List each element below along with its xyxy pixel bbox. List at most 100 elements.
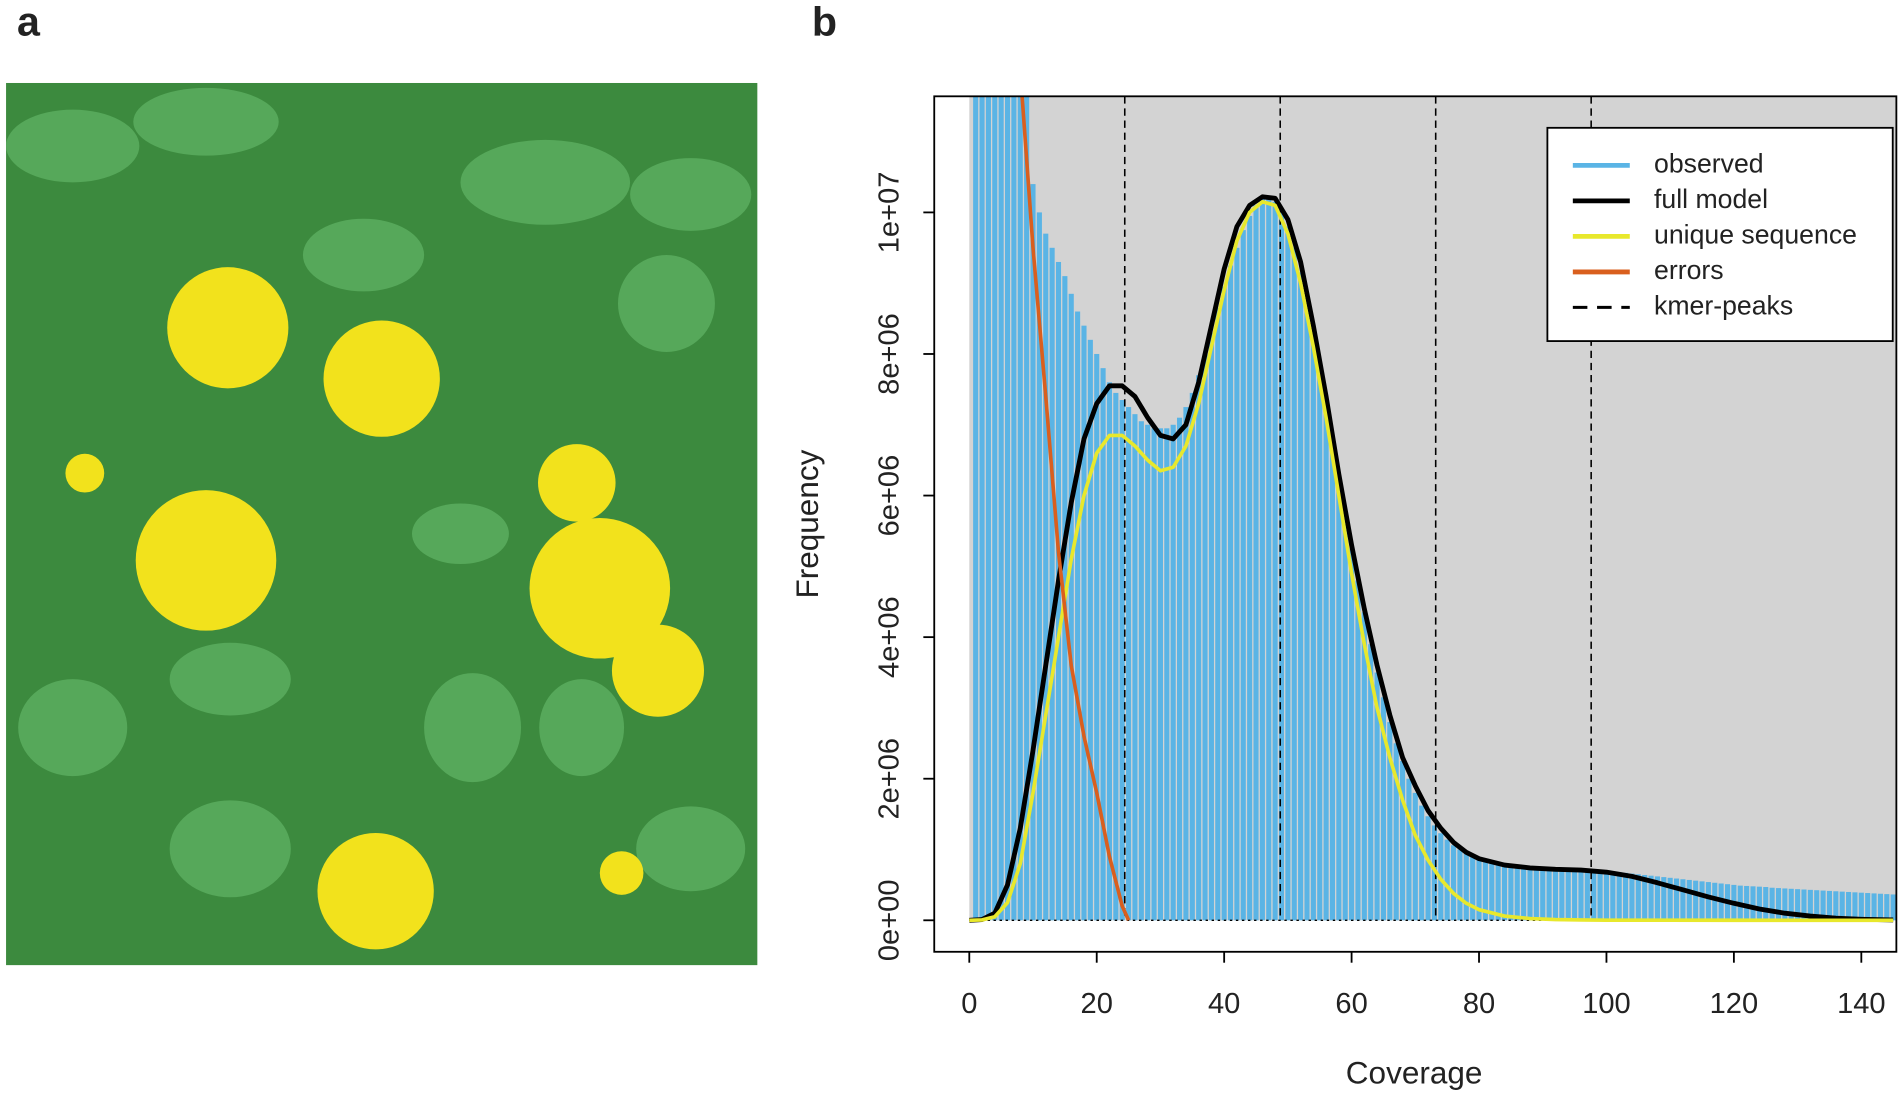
bar [1635, 874, 1641, 921]
bar [1769, 887, 1775, 921]
legend-label: full model [1654, 184, 1768, 214]
flower [529, 517, 671, 659]
y-tick-label: 8e+06 [873, 313, 905, 395]
bar [1546, 867, 1552, 921]
bar [1693, 880, 1699, 921]
bar [973, 96, 979, 921]
bar [1049, 247, 1055, 921]
bar [1591, 870, 1597, 921]
bar [1075, 311, 1081, 921]
leaf [169, 642, 291, 716]
bar [1368, 644, 1374, 921]
bar [1610, 871, 1616, 921]
x-tick-label: 80 [1463, 988, 1495, 1020]
bar [1527, 866, 1533, 921]
leaf [424, 673, 522, 783]
bar [1247, 215, 1253, 921]
bar [1476, 858, 1482, 921]
bar [1501, 864, 1508, 921]
bar [1157, 428, 1163, 921]
leaves [6, 87, 752, 898]
bar [1495, 862, 1501, 921]
flowers [65, 267, 705, 950]
bar [1489, 861, 1495, 921]
bar [1036, 212, 1042, 921]
bar [1795, 889, 1801, 921]
bar [1374, 672, 1380, 921]
bar [1508, 865, 1514, 921]
leaf [133, 87, 279, 156]
bar [1387, 722, 1393, 921]
bar [1355, 580, 1361, 921]
bar [1521, 866, 1527, 921]
bar [1126, 407, 1132, 921]
leaf [617, 255, 715, 352]
bar [1699, 881, 1705, 921]
bar [1852, 892, 1858, 921]
x-tick-label: 100 [1582, 988, 1631, 1020]
bar [1081, 325, 1087, 921]
leaf [539, 679, 625, 777]
bar [1100, 368, 1106, 921]
bar [1151, 428, 1157, 921]
bar [1648, 875, 1654, 921]
y-axis-label: Frequency [789, 449, 825, 598]
bar [1291, 247, 1297, 921]
bar [1024, 96, 1030, 921]
bar [1807, 889, 1813, 921]
bar [1839, 891, 1845, 921]
series-line [969, 199, 1894, 923]
flower [599, 851, 644, 895]
bar [1846, 891, 1852, 921]
bar [1323, 403, 1329, 921]
bar [1763, 887, 1769, 921]
bar [1272, 201, 1278, 921]
bar [1457, 849, 1463, 921]
bar [1170, 424, 1176, 921]
bar [1017, 96, 1023, 921]
bar [1877, 893, 1883, 921]
bar [1317, 368, 1323, 921]
bar [1106, 382, 1113, 921]
y-tick-label: 2e+06 [873, 738, 905, 820]
bar [1482, 860, 1488, 921]
bar [1412, 792, 1418, 921]
flower [317, 833, 434, 950]
x-tick-label: 120 [1710, 988, 1759, 1020]
bar [1642, 874, 1648, 921]
bar [1712, 882, 1718, 921]
bar [1132, 414, 1138, 921]
bar [1259, 198, 1265, 921]
bar [1419, 805, 1425, 921]
bar [1234, 247, 1240, 921]
plot-frame [933, 95, 1898, 953]
bar [1826, 890, 1833, 921]
bar [1393, 743, 1399, 921]
bar [1686, 879, 1692, 921]
bar [1145, 424, 1151, 921]
y-tick-label: 4e+06 [873, 596, 905, 678]
bar [1400, 761, 1406, 921]
bar [1196, 375, 1202, 921]
bar [1406, 778, 1412, 921]
bar [1138, 421, 1144, 921]
bar [1552, 868, 1559, 921]
leaf [169, 800, 291, 898]
bar [1119, 399, 1125, 921]
bar [1756, 886, 1762, 921]
bar [1189, 392, 1195, 921]
flower [135, 490, 277, 631]
x-tick-label: 140 [1837, 988, 1886, 1020]
legend-label: observed [1654, 148, 1764, 178]
bar [1514, 865, 1520, 921]
bar [1177, 417, 1183, 921]
legend-label: kmer-peaks [1654, 290, 1793, 320]
bar [1011, 96, 1017, 921]
legend-label: unique sequence [1654, 219, 1857, 249]
bar [1871, 893, 1877, 921]
bar [1565, 868, 1571, 921]
bar [1183, 407, 1189, 921]
bar [1227, 265, 1234, 921]
bar [1298, 272, 1304, 921]
bar [1884, 894, 1890, 921]
